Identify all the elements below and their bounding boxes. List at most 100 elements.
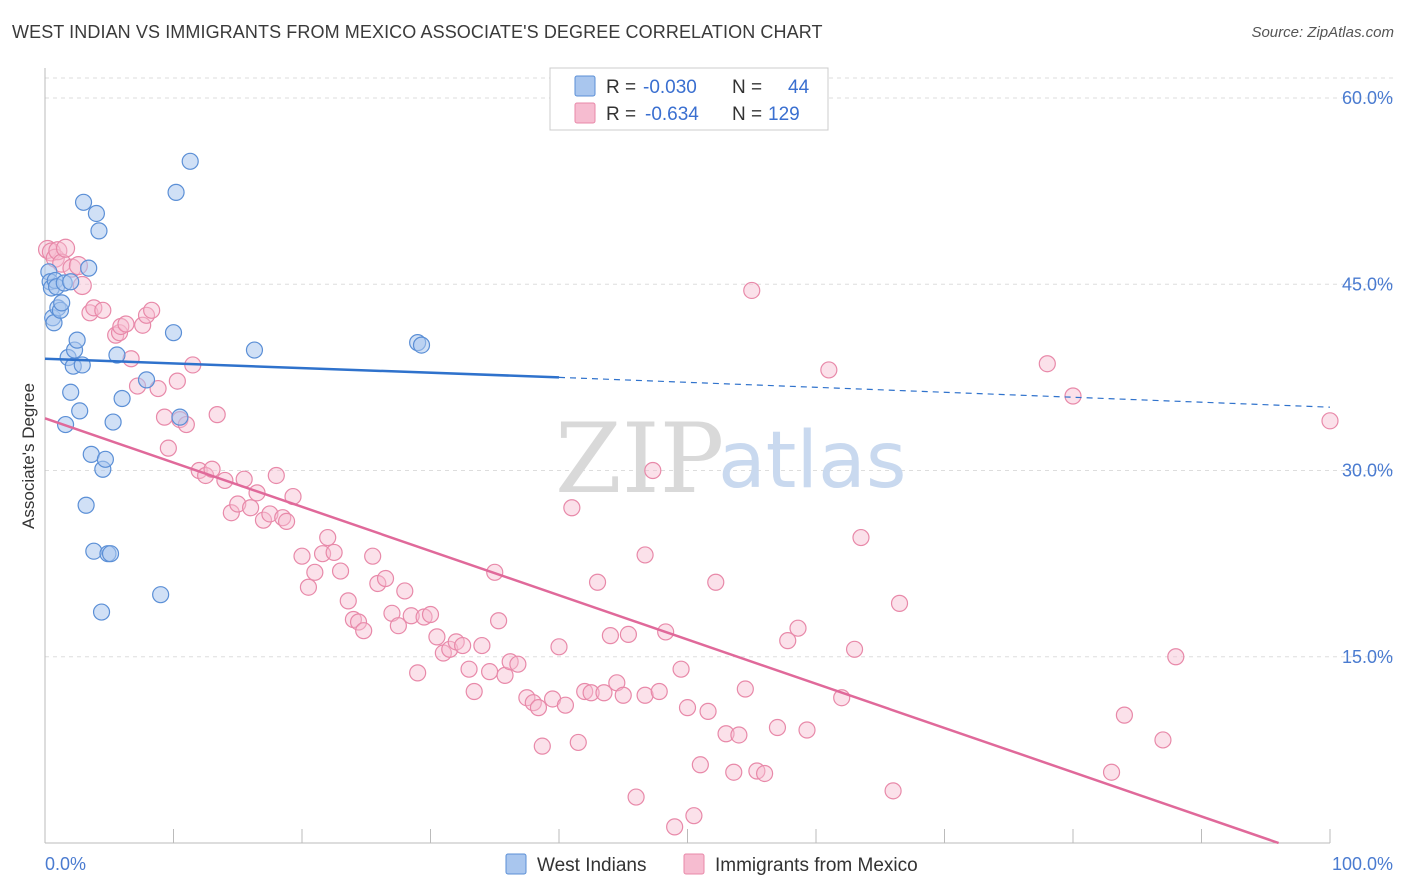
legend-swatch-west-indians [574,75,596,97]
mexico-point [402,607,420,625]
mexico-point [556,696,575,714]
series-label-west-indians: West Indians [537,855,646,876]
mexico-point [569,733,587,752]
west-indian-point [90,222,108,240]
west-indian-point [171,408,189,426]
mexico-point [299,578,318,596]
y-axis-label: Associate's Degree [19,383,38,529]
mexico-point [1038,355,1056,373]
mexico-point [627,788,645,806]
mexico-point [94,301,112,319]
mexico-point [55,238,76,258]
mexico-point [490,612,508,630]
west-indian-point [87,204,106,223]
mexico-point [820,361,838,379]
mexico-point [110,324,129,342]
mexico-point [52,253,72,273]
y-tick-label-3: 15.0% [1342,647,1393,667]
west-indian-point [80,259,98,277]
mexico-point [685,807,703,825]
mexico-point [355,622,373,640]
grid-layer [45,77,1393,658]
west-indian-points [40,152,431,621]
legend-r-value-1: -0.030 [643,77,697,98]
mexico-point [743,281,761,300]
legend-r-label-2: R = [606,104,636,125]
mexico-point [481,663,499,681]
series-swatch-mexico [683,853,705,875]
correlation-legend: R = -0.030 N = 44 R = -0.634 N = 129 [549,67,829,131]
legend-r-value-2: -0.634 [645,104,699,125]
west-indian-point [137,371,156,389]
mexico-point [666,818,684,836]
west-indian-point [152,586,170,604]
mexico-point [277,512,296,531]
mexico-point [396,582,414,600]
mexico-point [134,316,152,334]
mexico-point [339,592,357,610]
legend-n-value-1: 44 [788,77,810,98]
west-indian-point [181,152,199,170]
mexico-point [582,684,600,702]
west-indian-trend-dashed [558,376,1331,408]
west-indian-point [245,341,264,359]
mexico-point [122,350,140,368]
mexico-point [168,372,186,390]
mexico-point [465,682,483,701]
watermark-zip: ZIP [555,403,724,515]
mexico-point [460,660,478,678]
mexico-point [376,569,395,588]
mexico-point [254,511,273,529]
west-indian-point [108,346,126,364]
mexico-point [755,764,774,783]
legend-n-label-2: N = [732,104,762,125]
mexico-point [678,699,697,717]
mexico-point [789,619,807,637]
mexico-point [509,655,527,673]
west-indian-point [113,389,131,408]
west-indian-point [101,545,120,563]
watermark: ZIP atlas [555,403,907,515]
mexico-point [364,547,382,565]
mexico-point [306,563,324,581]
west-indian-point [71,402,89,420]
mexico-point [550,638,568,656]
mexico-point [1321,412,1339,430]
mexico-point [730,726,748,744]
mexico-point [619,625,637,644]
mexico-point [614,686,632,704]
mexico-point [155,408,174,426]
mexico-point [159,439,177,457]
mexico-point [890,594,909,612]
y-tick-label-1: 45.0% [1342,274,1393,294]
west-indian-point [92,603,111,621]
mexico-point [261,505,279,523]
west-indian-point [85,542,103,560]
mexico-point [349,613,368,631]
mexico-point [707,573,725,591]
mexico-point [421,605,440,624]
series-swatch-west-indians [505,853,527,875]
mexico-point [563,499,581,517]
mexico-point [319,528,337,547]
west-indian-point [68,331,86,349]
x-tick-right: 100.0% [1332,854,1393,874]
mexico-point [143,301,161,319]
source-label: Source: ZipAtlas.com [1251,24,1394,41]
west-indian-point [62,383,80,401]
mexico-point [691,756,709,774]
y-tick-label-0: 60.0% [1342,88,1393,108]
mexico-points [37,238,1339,836]
mexico-point [331,562,350,580]
axes-layer [44,68,1331,844]
series-label-mexico: Immigrants from Mexico [715,855,918,876]
mexico-point [1167,648,1185,666]
mexico-point [117,315,135,333]
mexico-point [137,306,156,324]
mexico-point [725,763,743,781]
mexico-point [717,725,735,743]
watermark-atlas: atlas [718,416,907,506]
west-indian-point [412,336,431,354]
mexico-point [1154,731,1172,749]
